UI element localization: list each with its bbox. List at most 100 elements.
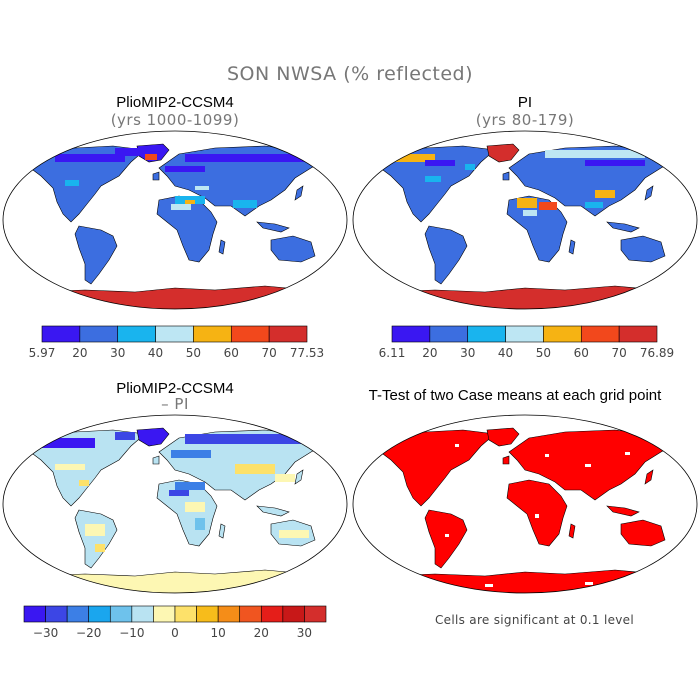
map-p3-cell (175, 482, 205, 490)
cbar-p3-tick-label: 20 (254, 626, 269, 640)
cbar-p3-box (153, 605, 176, 623)
panel3-title: PlioMIP2-CCSM4 (116, 380, 234, 397)
cbar-p3-tick-label: −20 (76, 626, 101, 640)
cbar-p2-box (467, 325, 506, 343)
panel1-colorbar: 5.97 20 30 40 50 60 70 77.53 (29, 325, 324, 360)
map-p4-africa (506, 479, 568, 547)
cbar-p3-box (304, 605, 327, 623)
map-p2-cell (517, 198, 537, 208)
cbar-p2-box (580, 325, 620, 343)
map-p4-cell (585, 464, 591, 467)
cbar-p2-tick-label: 60 (574, 346, 589, 360)
map-p4-cell (585, 582, 593, 585)
map-p3-cell (55, 464, 85, 470)
map-p4-cell (535, 514, 539, 518)
map-p1-indonesia (256, 221, 290, 233)
map-p1-southAmerica (74, 225, 118, 285)
cbar-p3-tick-label: −30 (33, 626, 58, 640)
map-p3-indonesia (256, 505, 290, 517)
panel3-subtitle: – PI (161, 395, 189, 413)
panel2-title: PI (517, 94, 533, 111)
map-p4-indonesia (606, 505, 640, 517)
cbar-p3-box (131, 605, 154, 623)
cbar-p1-tick-label: 70 (262, 346, 277, 360)
cbar-p2-tick-label: 20 (422, 346, 437, 360)
map-p1-cell (145, 154, 157, 160)
map-p4-antarctica (353, 569, 697, 593)
cbar-p3-box (217, 605, 241, 623)
map-p2-madagascar (568, 239, 576, 255)
map-p1-madagascar (218, 239, 226, 255)
cbar-p3-box (282, 605, 305, 623)
cbar-p2-tick-label: 40 (498, 346, 513, 360)
map-p1-antarctica (3, 285, 347, 309)
map-p2-uk (502, 171, 510, 181)
cbar-p1-box (155, 325, 194, 343)
map-p2-cell (465, 164, 475, 170)
map-p1-cell (165, 166, 205, 172)
map-p2-cell (425, 176, 441, 182)
panel2-map (352, 130, 698, 310)
map-p2-indonesia (606, 221, 640, 233)
significance-note: Cells are significant at 0.1 level (435, 613, 635, 627)
cbar-p2-box (429, 325, 469, 343)
cbar-p3-box (66, 605, 90, 623)
cbar-p1-tick-label: 77.53 (290, 346, 324, 360)
map-p3-cell (79, 480, 89, 486)
map-p1-australia (270, 235, 316, 263)
map-p2-antarctica (353, 285, 697, 309)
map-p1-cell (185, 154, 305, 162)
cbar-p3-tick-label: 10 (211, 626, 226, 640)
cbar-p1-box (193, 325, 232, 343)
map-p3-cell (171, 450, 211, 458)
map-p1-uk (152, 171, 160, 181)
map-p3-cell (185, 502, 205, 512)
map-p3-cell (279, 530, 309, 538)
cbar-p1-box (41, 325, 81, 343)
map-p4-greenland (486, 427, 520, 447)
map-p3-cell (35, 438, 95, 448)
panel3-colorbar: −30 −20 −10 0 10 20 30 (23, 605, 327, 640)
map-p4-northAmerica (374, 429, 496, 507)
map-p2-cell (523, 210, 537, 216)
map-p2-cell (585, 160, 645, 166)
cbar-p2-tick-label: 50 (536, 346, 551, 360)
map-p3-cell (95, 544, 105, 552)
map-p3-madagascar (218, 523, 226, 539)
map-p4-cell (455, 444, 459, 447)
map-p4-australia (620, 519, 666, 547)
map-p4-cell (545, 454, 549, 457)
map-p4-cell (485, 584, 493, 587)
map-p3-cell (195, 518, 205, 530)
map-p1-outline (2, 130, 348, 310)
map-p1-eurasia (158, 145, 326, 217)
map-p1-cell (195, 186, 209, 190)
map-p1-cell (115, 148, 139, 156)
cbar-p2-tick-label: 6.11 (379, 346, 406, 360)
map-p3-cell (85, 524, 105, 536)
cbar-p2-tick-label: 70 (612, 346, 627, 360)
map-p3-cell (45, 578, 345, 584)
cbar-p3-tick-label: −10 (119, 626, 144, 640)
panel1-map (2, 130, 348, 310)
map-p4-eurasia (508, 429, 676, 501)
cbar-p3-box (23, 605, 46, 623)
map-p3-greenland (136, 427, 170, 447)
cbar-p1-tick-label: 5.97 (29, 346, 56, 360)
map-p1-cell (185, 200, 195, 204)
cbar-p1-tick-label: 20 (72, 346, 87, 360)
map-p3-cell (169, 490, 189, 496)
cbar-p3-tick-label: 30 (297, 626, 312, 640)
cbar-p3-box (88, 605, 111, 623)
cbar-p2-box (543, 325, 582, 343)
panel1-subtitle: (yrs 1000-1099) (110, 111, 240, 129)
cbar-p2-tick-label: 76.89 (640, 346, 674, 360)
map-p4-outline (352, 414, 698, 594)
cbar-p3-box (239, 605, 262, 623)
map-p2-cell (595, 190, 615, 198)
panel2-colorbar: 6.11 20 30 40 50 60 70 76.89 (379, 325, 674, 360)
cbar-p3-box (260, 605, 284, 623)
map-p3-uk (152, 455, 160, 465)
map-p1-cell (55, 154, 125, 162)
